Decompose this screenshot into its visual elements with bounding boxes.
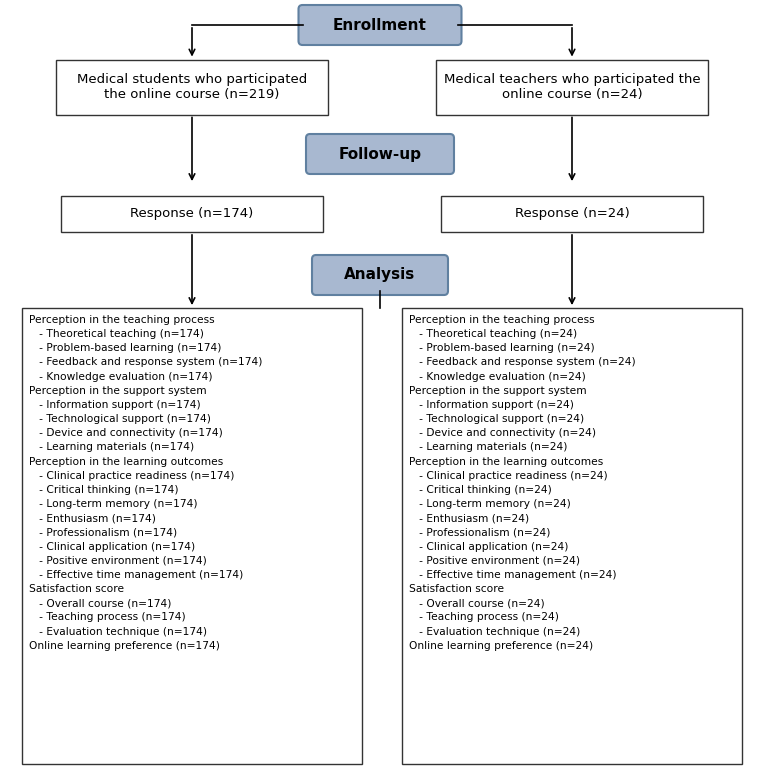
Text: Response (n=24): Response (n=24) bbox=[515, 208, 629, 221]
Bar bbox=[56, 59, 328, 114]
Bar bbox=[402, 308, 742, 764]
Text: Response (n=174): Response (n=174) bbox=[131, 208, 254, 221]
Text: Perception in the teaching process
   - Theoretical teaching (n=24)
   - Problem: Perception in the teaching process - The… bbox=[409, 315, 635, 651]
Text: Analysis: Analysis bbox=[344, 268, 416, 283]
Text: Medical students who participated
the online course (n=219): Medical students who participated the on… bbox=[77, 73, 307, 101]
Bar bbox=[436, 59, 708, 114]
Bar bbox=[441, 196, 703, 232]
FancyBboxPatch shape bbox=[299, 5, 461, 45]
Text: Perception in the teaching process
   - Theoretical teaching (n=174)
   - Proble: Perception in the teaching process - The… bbox=[29, 315, 262, 651]
Text: Medical teachers who participated the
online course (n=24): Medical teachers who participated the on… bbox=[444, 73, 700, 101]
Text: Follow-up: Follow-up bbox=[338, 147, 422, 161]
Bar bbox=[61, 196, 323, 232]
Text: Enrollment: Enrollment bbox=[333, 18, 427, 32]
FancyBboxPatch shape bbox=[312, 255, 448, 295]
Bar bbox=[22, 308, 362, 764]
FancyBboxPatch shape bbox=[306, 134, 454, 174]
